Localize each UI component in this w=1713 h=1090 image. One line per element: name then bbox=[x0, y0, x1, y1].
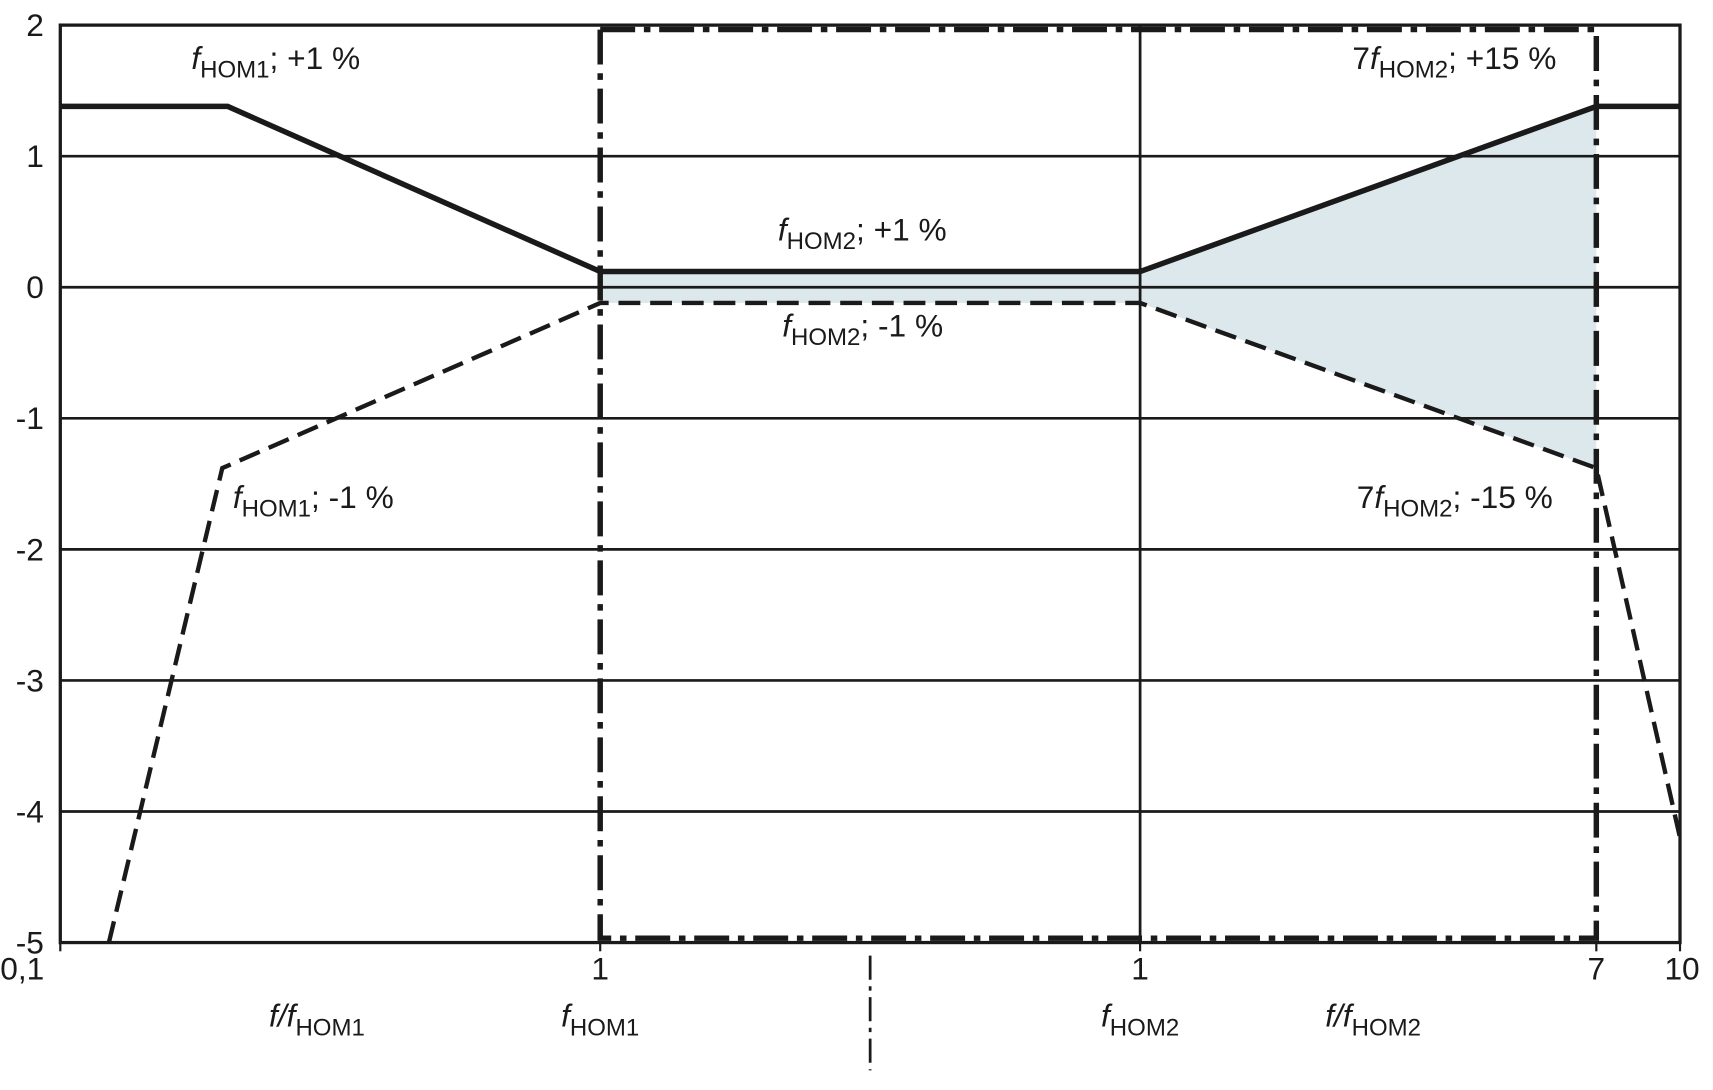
label-subscript: НОМ2 bbox=[791, 324, 860, 351]
y-tick-label: -5 bbox=[16, 924, 44, 960]
label-subscript: НОМ2 bbox=[787, 228, 856, 255]
limit-line bbox=[60, 103, 1681, 275]
x-axis-label: f/fНОМ2 bbox=[1325, 998, 1421, 1042]
label-prefix: 7 bbox=[1352, 40, 1370, 76]
y-tick-label: 0 bbox=[26, 269, 44, 305]
annotation: fНОМ2; -1 % bbox=[782, 307, 943, 351]
y-tick-label: -2 bbox=[16, 531, 44, 567]
label-subscript: НОМ2 bbox=[1110, 1014, 1179, 1041]
x-tick-label: 10 bbox=[1664, 951, 1699, 987]
y-tick-label: 2 bbox=[26, 7, 44, 43]
label-subscript: НОМ2 bbox=[1379, 57, 1448, 84]
y-tick-label: -1 bbox=[16, 400, 44, 436]
label-subscript: НОМ2 bbox=[1352, 1014, 1421, 1041]
x-tick-label: 0,1 bbox=[0, 951, 44, 987]
label-subscript: НОМ1 bbox=[200, 57, 269, 84]
annotation: fНОМ1; -1 % bbox=[233, 479, 394, 523]
x-axis-label: fНОМ1 bbox=[561, 998, 639, 1042]
label-symbol: f/f bbox=[1325, 998, 1355, 1034]
label-text: ; -15 % bbox=[1453, 479, 1553, 515]
label-subscript: НОМ1 bbox=[242, 496, 311, 523]
band-box bbox=[597, 26, 1600, 941]
label-subscript: НОМ2 bbox=[1383, 496, 1452, 523]
label-symbol: f bbox=[233, 479, 245, 515]
x-tick-label: 1 bbox=[1131, 951, 1149, 987]
label-subscript: НОМ1 bbox=[570, 1014, 639, 1041]
label-text: ; -1 % bbox=[311, 479, 394, 515]
annotation: fНОМ1; +1 % bbox=[191, 40, 360, 84]
label-text: ; -1 % bbox=[860, 307, 943, 343]
label-symbol: f bbox=[191, 40, 203, 76]
x-axis-label: f/fНОМ1 bbox=[269, 998, 365, 1042]
annotation: 7fНОМ2; +15 % bbox=[1352, 40, 1556, 84]
label-symbol: f/f bbox=[269, 998, 299, 1034]
annotation: fНОМ2; +1 % bbox=[778, 211, 947, 255]
label-text: ; +15 % bbox=[1448, 40, 1556, 76]
y-tick-label: -4 bbox=[16, 793, 44, 829]
annotation: 7fНОМ2; -15 % bbox=[1357, 479, 1553, 523]
y-tick-label: 1 bbox=[26, 138, 44, 174]
label-prefix: 7 bbox=[1357, 479, 1375, 515]
y-tick-label: -3 bbox=[16, 662, 44, 698]
label-text: ; +1 % bbox=[856, 211, 947, 247]
x-tick-label: 1 bbox=[591, 951, 609, 987]
label-subscript: НОМ1 bbox=[295, 1014, 364, 1041]
x-axis-label: fНОМ2 bbox=[1101, 998, 1179, 1042]
label-text: ; +1 % bbox=[270, 40, 361, 76]
plot-frame bbox=[58, 23, 1682, 945]
x-tick-label: 7 bbox=[1588, 951, 1606, 987]
